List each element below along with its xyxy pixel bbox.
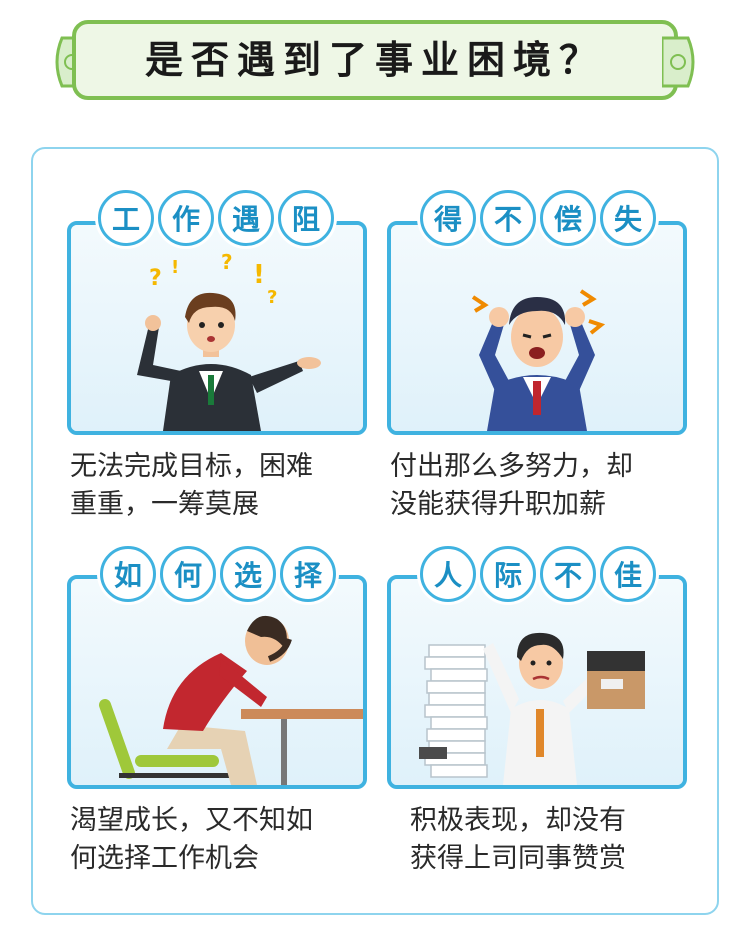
card-work-obstacle: ? ! ? ! ? — [67, 221, 367, 435]
desc-line: 付出那么多努力，却 — [390, 451, 633, 482]
desc-line: 渴望成长，又不知如 — [70, 805, 313, 836]
desc-line: 获得上司同事赞赏 — [410, 843, 626, 874]
tags-card-1: 工 作 遇 阻 — [98, 190, 334, 252]
card-how-to-choose — [67, 575, 367, 789]
tags-card-2: 得 不 偿 失 — [420, 190, 656, 252]
card-4-description: 积极表现，却没有 获得上司同事赞赏 — [410, 802, 720, 878]
right-ornament-icon — [662, 36, 695, 88]
tag-char: 得 — [420, 190, 476, 246]
tags-card-3: 如 何 选 择 — [100, 546, 336, 608]
svg-text:?: ? — [149, 266, 162, 291]
card-not-worth-it — [387, 221, 687, 435]
tag-char: 工 — [98, 190, 154, 246]
worried-man-at-desk-illustration — [99, 615, 363, 785]
tag-char: 佳 — [600, 546, 656, 602]
desc-line: 积极表现，却没有 — [410, 805, 626, 836]
card-poor-relations — [387, 575, 687, 789]
banner-frame — [72, 20, 678, 100]
tag-char: 人 — [420, 546, 476, 602]
tag-char: 遇 — [218, 190, 274, 246]
svg-text:!: ! — [171, 257, 179, 278]
svg-text:!: ! — [253, 260, 265, 290]
confused-businessman-illustration: ? ! ? ! ? — [137, 250, 321, 431]
desc-line: 没能获得升职加薪 — [390, 489, 606, 520]
desc-line: 无法完成目标，困难 — [70, 451, 313, 482]
desc-line: 何选择工作机会 — [70, 843, 259, 874]
tag-char: 不 — [480, 190, 536, 246]
tag-char: 际 — [480, 546, 536, 602]
card-3-description: 渴望成长，又不知如 何选择工作机会 — [70, 802, 380, 878]
card-2-description: 付出那么多努力，却 没能获得升职加薪 — [390, 448, 700, 524]
svg-text:?: ? — [267, 287, 277, 308]
desc-line: 重重，一筹莫展 — [70, 489, 259, 520]
overloaded-employee-illustration — [419, 632, 645, 785]
tag-char: 选 — [220, 546, 276, 602]
title-banner: 是否遇到了事业困境？ — [48, 20, 702, 106]
tag-char: 不 — [540, 546, 596, 602]
tag-char: 如 — [100, 546, 156, 602]
stressed-businessman-illustration — [471, 289, 606, 431]
tag-char: 偿 — [540, 190, 596, 246]
tag-char: 失 — [600, 190, 656, 246]
tag-char: 阻 — [278, 190, 334, 246]
card-1-description: 无法完成目标，困难 重重，一筹莫展 — [70, 448, 380, 524]
svg-text:?: ? — [221, 250, 233, 274]
tag-char: 作 — [158, 190, 214, 246]
tags-card-4: 人 际 不 佳 — [420, 546, 656, 608]
tag-char: 何 — [160, 546, 216, 602]
tag-char: 择 — [280, 546, 336, 602]
page-title: 是否遇到了事业困境？ — [144, 37, 605, 82]
